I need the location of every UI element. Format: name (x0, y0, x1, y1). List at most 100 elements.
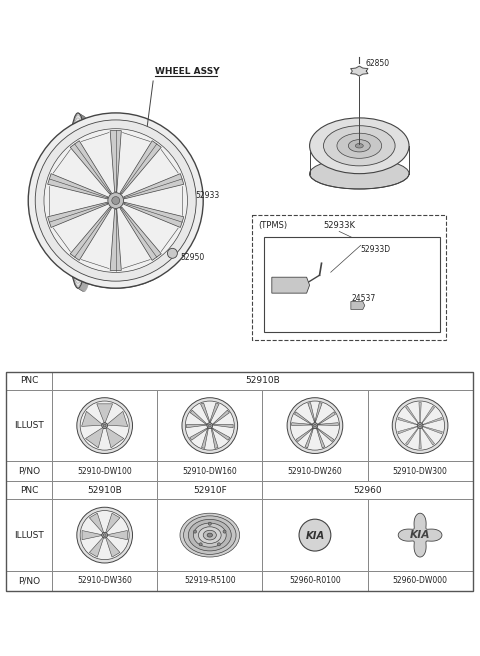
Circle shape (290, 401, 339, 450)
Bar (6, 372, 52, 390)
Text: WHEEL ASSY: WHEEL ASSY (156, 67, 220, 76)
Circle shape (102, 532, 108, 538)
Polygon shape (70, 207, 111, 260)
Polygon shape (294, 412, 312, 425)
Polygon shape (48, 202, 108, 228)
Polygon shape (398, 417, 418, 425)
Polygon shape (421, 428, 434, 445)
Polygon shape (351, 66, 368, 76)
Ellipse shape (72, 116, 94, 291)
Circle shape (299, 519, 331, 551)
Circle shape (77, 398, 132, 453)
Circle shape (35, 120, 196, 281)
Bar (6, 571, 52, 591)
Ellipse shape (68, 113, 89, 289)
Circle shape (313, 424, 316, 427)
Bar (6, 390, 52, 461)
Text: (TPMS): (TPMS) (258, 222, 287, 230)
Ellipse shape (180, 513, 240, 557)
Circle shape (44, 129, 188, 272)
Text: PNC: PNC (20, 377, 38, 385)
Ellipse shape (188, 520, 231, 551)
Polygon shape (317, 412, 336, 425)
Bar (52, 482, 157, 499)
Polygon shape (48, 174, 108, 199)
Polygon shape (124, 202, 184, 228)
Circle shape (199, 543, 202, 546)
Text: 52919-R5100: 52919-R5100 (184, 577, 236, 585)
Circle shape (77, 507, 132, 563)
Circle shape (102, 532, 108, 538)
Text: PNC: PNC (20, 486, 38, 495)
Ellipse shape (68, 113, 90, 289)
Circle shape (102, 423, 108, 428)
Text: ILLUST: ILLUST (14, 531, 44, 540)
Ellipse shape (355, 144, 363, 148)
Circle shape (28, 113, 203, 288)
Text: 52910-DW300: 52910-DW300 (393, 467, 447, 476)
Polygon shape (202, 428, 208, 449)
Polygon shape (106, 428, 124, 448)
Polygon shape (272, 277, 310, 293)
Circle shape (312, 423, 318, 428)
Bar (368, 499, 473, 571)
Polygon shape (106, 513, 120, 533)
Circle shape (312, 423, 318, 428)
Bar (368, 390, 473, 461)
Bar (263, 499, 368, 571)
Bar (52, 461, 157, 482)
Polygon shape (398, 426, 418, 434)
Circle shape (396, 401, 444, 450)
Bar (52, 499, 157, 571)
Text: 52910B: 52910B (245, 377, 280, 385)
Text: 52933: 52933 (195, 191, 219, 200)
Bar (52, 390, 157, 461)
Circle shape (419, 424, 421, 427)
Polygon shape (211, 428, 230, 440)
Ellipse shape (203, 530, 216, 540)
Circle shape (417, 423, 423, 428)
Polygon shape (212, 424, 233, 428)
Bar (263, 390, 368, 461)
Text: 52910-DW160: 52910-DW160 (182, 467, 237, 476)
Ellipse shape (193, 523, 226, 547)
Bar (6, 482, 52, 499)
Bar (157, 482, 263, 499)
Circle shape (185, 401, 234, 450)
Ellipse shape (71, 115, 92, 290)
Text: ILLUST: ILLUST (14, 421, 44, 430)
Text: 52910-DW360: 52910-DW360 (77, 577, 132, 585)
Circle shape (217, 543, 220, 546)
Text: 52910B: 52910B (87, 486, 122, 495)
Ellipse shape (207, 533, 213, 537)
Circle shape (207, 423, 213, 428)
Ellipse shape (198, 527, 221, 543)
Circle shape (207, 423, 213, 428)
Bar (157, 499, 263, 571)
Text: 52933D: 52933D (360, 245, 391, 255)
Text: P/NO: P/NO (18, 577, 40, 585)
Polygon shape (120, 207, 161, 260)
Circle shape (223, 530, 226, 533)
Polygon shape (120, 141, 161, 194)
Ellipse shape (69, 114, 91, 289)
Polygon shape (97, 404, 113, 422)
Bar (263, 461, 368, 482)
Polygon shape (186, 424, 207, 428)
Circle shape (208, 522, 211, 525)
Polygon shape (398, 513, 442, 557)
Text: 52960-R0100: 52960-R0100 (289, 577, 341, 585)
Text: KIA: KIA (305, 531, 324, 541)
Polygon shape (419, 403, 421, 423)
Polygon shape (406, 428, 419, 445)
Ellipse shape (337, 133, 382, 158)
Polygon shape (70, 141, 111, 194)
Bar (264, 237, 440, 332)
Bar (263, 571, 368, 591)
Polygon shape (406, 406, 419, 424)
Polygon shape (423, 417, 443, 425)
Bar (52, 372, 473, 390)
Text: 52910-DW100: 52910-DW100 (77, 467, 132, 476)
Ellipse shape (310, 118, 409, 174)
Polygon shape (106, 537, 120, 557)
